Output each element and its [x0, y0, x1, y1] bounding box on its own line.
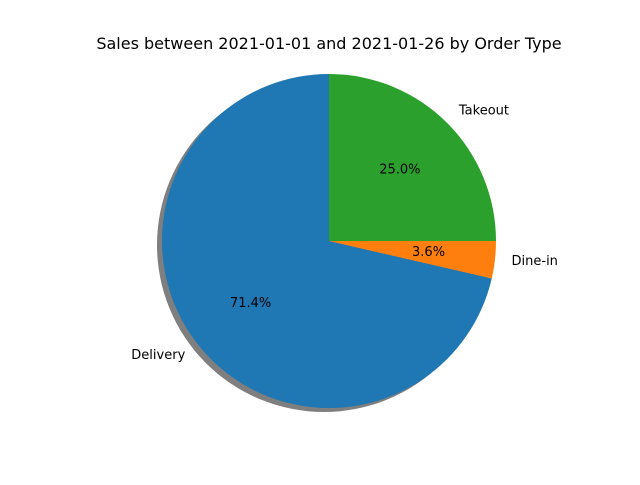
chart-title: Sales between 2021-01-01 and 2021-01-26 … [96, 34, 561, 53]
pie-slice-dine-in [329, 241, 496, 279]
pie-percent-delivery: 71.4% [230, 296, 271, 311]
pie-slice-takeout [329, 74, 496, 241]
pie-labels: Delivery 71.4% Dine-in 3.6% Takeout 25.0% [131, 104, 558, 363]
pie-percent-dine-in: 3.6% [412, 245, 445, 260]
pie-label-takeout: Takeout [458, 104, 509, 119]
pie-percent-takeout: 25.0% [379, 163, 420, 178]
pie-slices [162, 74, 496, 408]
pie-label-delivery: Delivery [131, 348, 185, 363]
pie-slice-delivery [162, 74, 492, 408]
pie-label-dine-in: Dine-in [512, 254, 558, 269]
